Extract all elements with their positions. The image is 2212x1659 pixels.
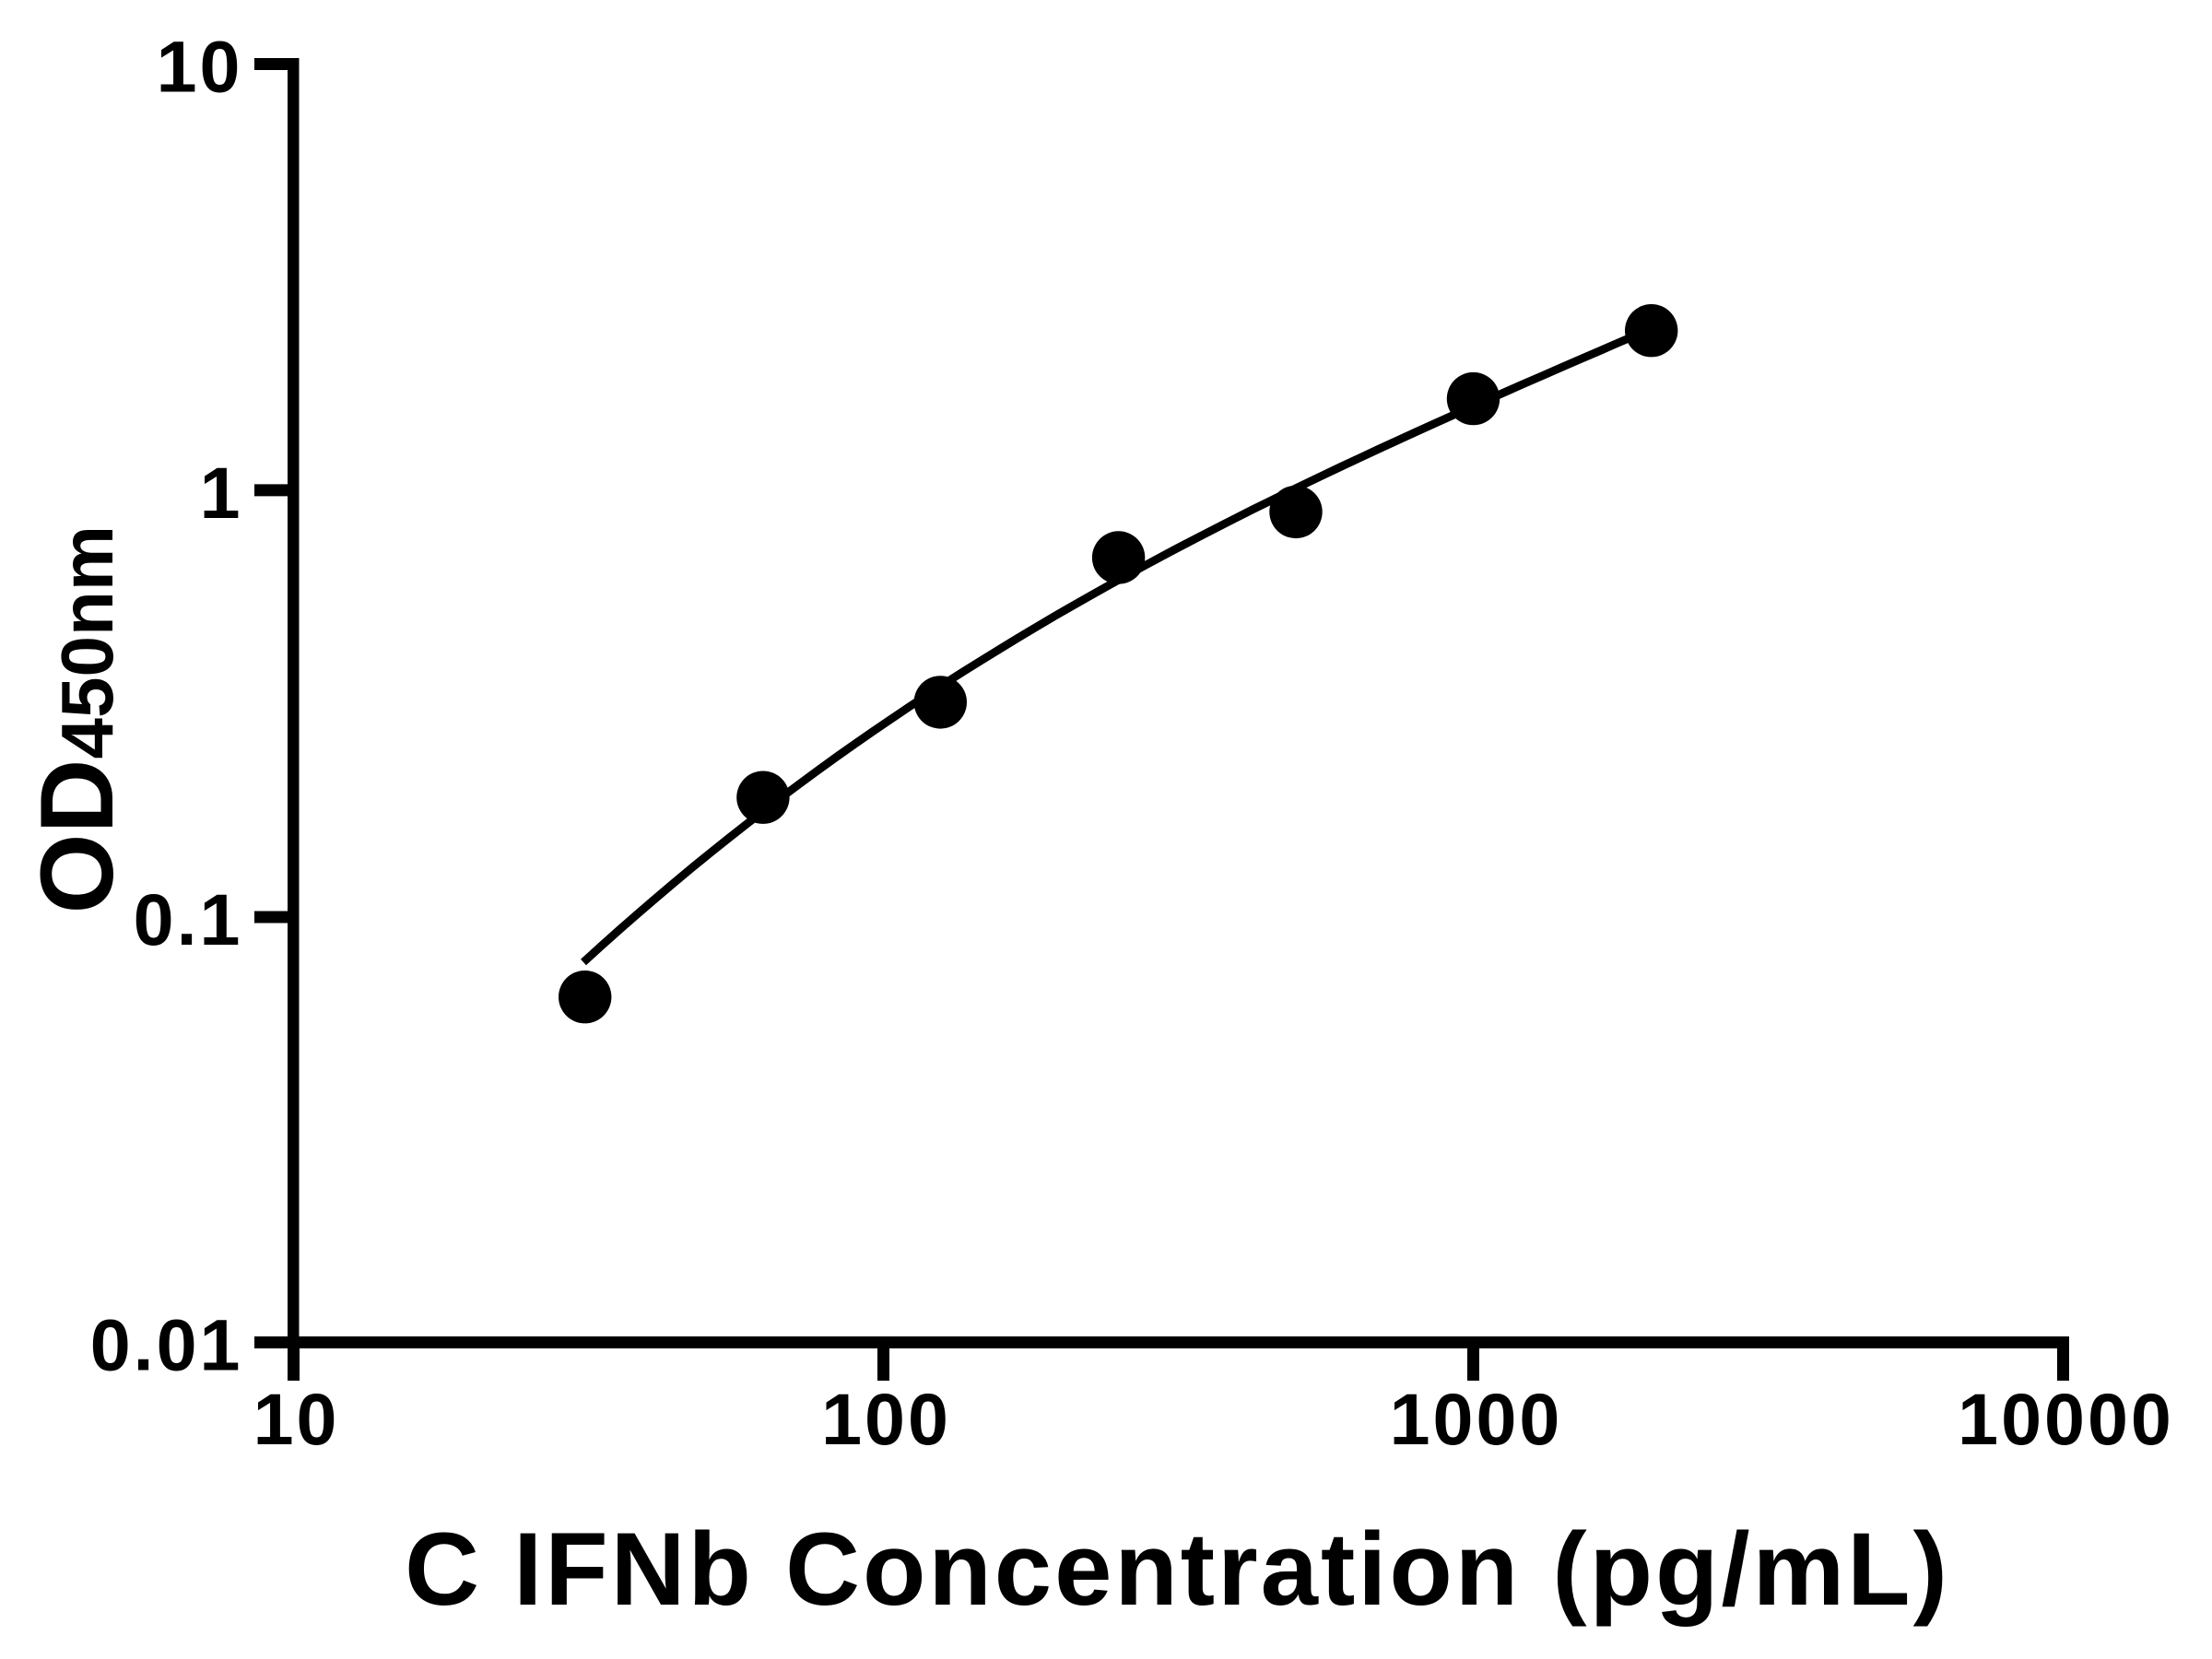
svg-text:1000: 1000 bbox=[1390, 1378, 1563, 1460]
svg-text:10000: 10000 bbox=[1958, 1378, 2174, 1460]
svg-text:C IFNb Concentration (pg/mL): C IFNb Concentration (pg/mL) bbox=[405, 1512, 1950, 1627]
svg-text:0.1: 0.1 bbox=[134, 878, 243, 960]
svg-text:100: 100 bbox=[821, 1378, 951, 1460]
svg-text:0.01: 0.01 bbox=[90, 1303, 243, 1385]
svg-text:1: 1 bbox=[200, 452, 243, 534]
svg-text:10: 10 bbox=[157, 25, 243, 107]
svg-text:10: 10 bbox=[253, 1378, 340, 1460]
